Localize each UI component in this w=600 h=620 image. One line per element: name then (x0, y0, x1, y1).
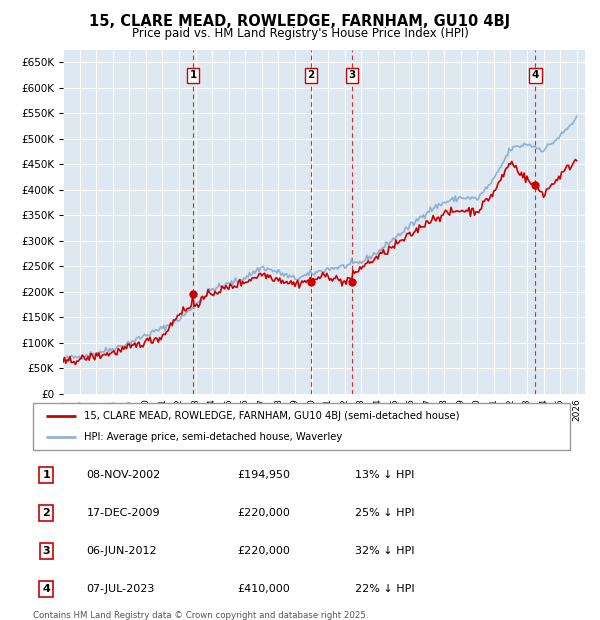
Text: 2: 2 (43, 508, 50, 518)
Text: Price paid vs. HM Land Registry's House Price Index (HPI): Price paid vs. HM Land Registry's House … (131, 27, 469, 40)
Text: Contains HM Land Registry data © Crown copyright and database right 2025.
This d: Contains HM Land Registry data © Crown c… (33, 611, 368, 620)
Text: 1: 1 (43, 470, 50, 480)
Text: 08-NOV-2002: 08-NOV-2002 (87, 470, 161, 480)
Text: 22% ↓ HPI: 22% ↓ HPI (355, 583, 415, 593)
Text: 4: 4 (532, 71, 539, 81)
Text: 25% ↓ HPI: 25% ↓ HPI (355, 508, 415, 518)
Text: £220,000: £220,000 (237, 508, 290, 518)
Text: 32% ↓ HPI: 32% ↓ HPI (355, 546, 415, 556)
Text: 3: 3 (348, 71, 355, 81)
Text: 15, CLARE MEAD, ROWLEDGE, FARNHAM, GU10 4BJ: 15, CLARE MEAD, ROWLEDGE, FARNHAM, GU10 … (89, 14, 511, 29)
Text: £410,000: £410,000 (237, 583, 290, 593)
Text: HPI: Average price, semi-detached house, Waverley: HPI: Average price, semi-detached house,… (84, 432, 342, 442)
Text: 06-JUN-2012: 06-JUN-2012 (87, 546, 157, 556)
Text: £220,000: £220,000 (237, 546, 290, 556)
Text: 07-JUL-2023: 07-JUL-2023 (87, 583, 155, 593)
Text: 2: 2 (307, 71, 314, 81)
Text: 3: 3 (43, 546, 50, 556)
Text: 4: 4 (43, 583, 50, 593)
Text: 17-DEC-2009: 17-DEC-2009 (87, 508, 160, 518)
Text: 15, CLARE MEAD, ROWLEDGE, FARNHAM, GU10 4BJ (semi-detached house): 15, CLARE MEAD, ROWLEDGE, FARNHAM, GU10 … (84, 410, 460, 420)
Text: 13% ↓ HPI: 13% ↓ HPI (355, 470, 415, 480)
Text: £194,950: £194,950 (237, 470, 290, 480)
Text: 1: 1 (190, 71, 197, 81)
